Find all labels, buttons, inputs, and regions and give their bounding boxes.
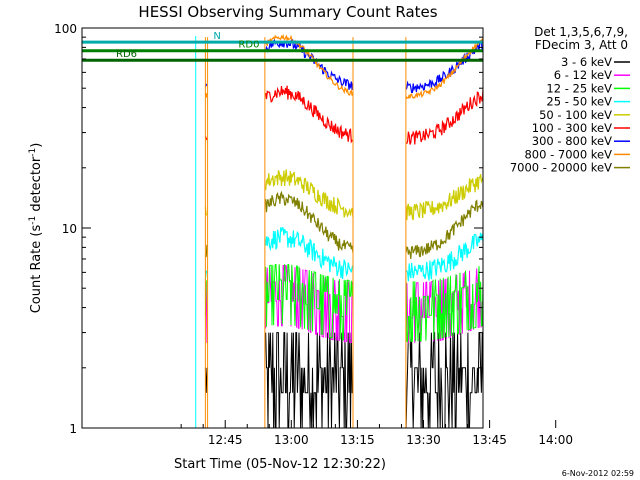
x-tick-label: 13:30 [406,433,441,447]
y-tick-label: 10 [62,222,77,236]
legend-header-line: FDecim 3, Att 0 [535,38,628,52]
flag-label-0: N [213,31,220,42]
x-axis-label: Start Time (05-Nov-12 12:30:22) [174,457,386,472]
flag-label-1: RD0 [238,40,259,51]
y-axis-label: Count Rate (s-1 detector-1) [28,143,44,314]
y-axis: 1 10 100 [54,22,483,436]
x-tick-label: 14:00 [538,433,573,447]
x-tick-label: 13:00 [274,433,309,447]
legend-entry-label: 100 - 300 keV [532,121,612,135]
y-label-sup2: -1 [28,148,38,157]
series-line-0 [204,332,483,428]
legend-entry-label: 12 - 25 keV [546,81,612,95]
legend-entry-label: 6 - 12 keV [554,68,612,82]
legend-entry-label: 800 - 7000 keV [524,147,612,161]
y-label-main: Count Rate (s [29,225,44,314]
legend: Det 1,3,5,6,7,9,FDecim 3, Att 0 3 - 6 keV… [510,25,630,175]
series-line-3 [204,227,483,282]
series-line-8 [204,190,483,259]
x-tick-label: 13:45 [472,433,507,447]
series-line-1 [205,265,483,344]
y-label-close: ) [29,143,44,148]
series-line-4 [204,169,483,221]
chart-title: HESSI Observing Summary Count Rates [138,3,437,21]
x-tick-label: 13:15 [340,433,375,447]
y-label-sup1: -1 [28,216,38,225]
y-label-mid: detector [29,156,44,216]
legend-entry-label: 300 - 800 keV [532,134,612,148]
series-line-5 [204,85,483,145]
flag-label-2: RD6 [116,49,137,60]
y-tick-label: 1 [69,422,77,436]
legend-entry-label: 25 - 50 keV [546,95,612,109]
plot-timestamp: 6-Nov-2012 02:59 [562,469,634,478]
legend-entry-label: 7000 - 20000 keV [510,161,612,175]
legend-header-line: Det 1,3,5,6,7,9, [534,25,628,39]
legend-entry-label: 50 - 100 keV [539,108,612,122]
x-tick-label: 12:45 [208,433,243,447]
legend-entry-label: 3 - 6 keV [561,55,612,69]
y-tick-label: 100 [54,22,77,36]
x-axis: 12:45 13:00 13:15 13:30 13:45 14:00 [180,420,573,447]
series-line-2 [204,263,483,343]
